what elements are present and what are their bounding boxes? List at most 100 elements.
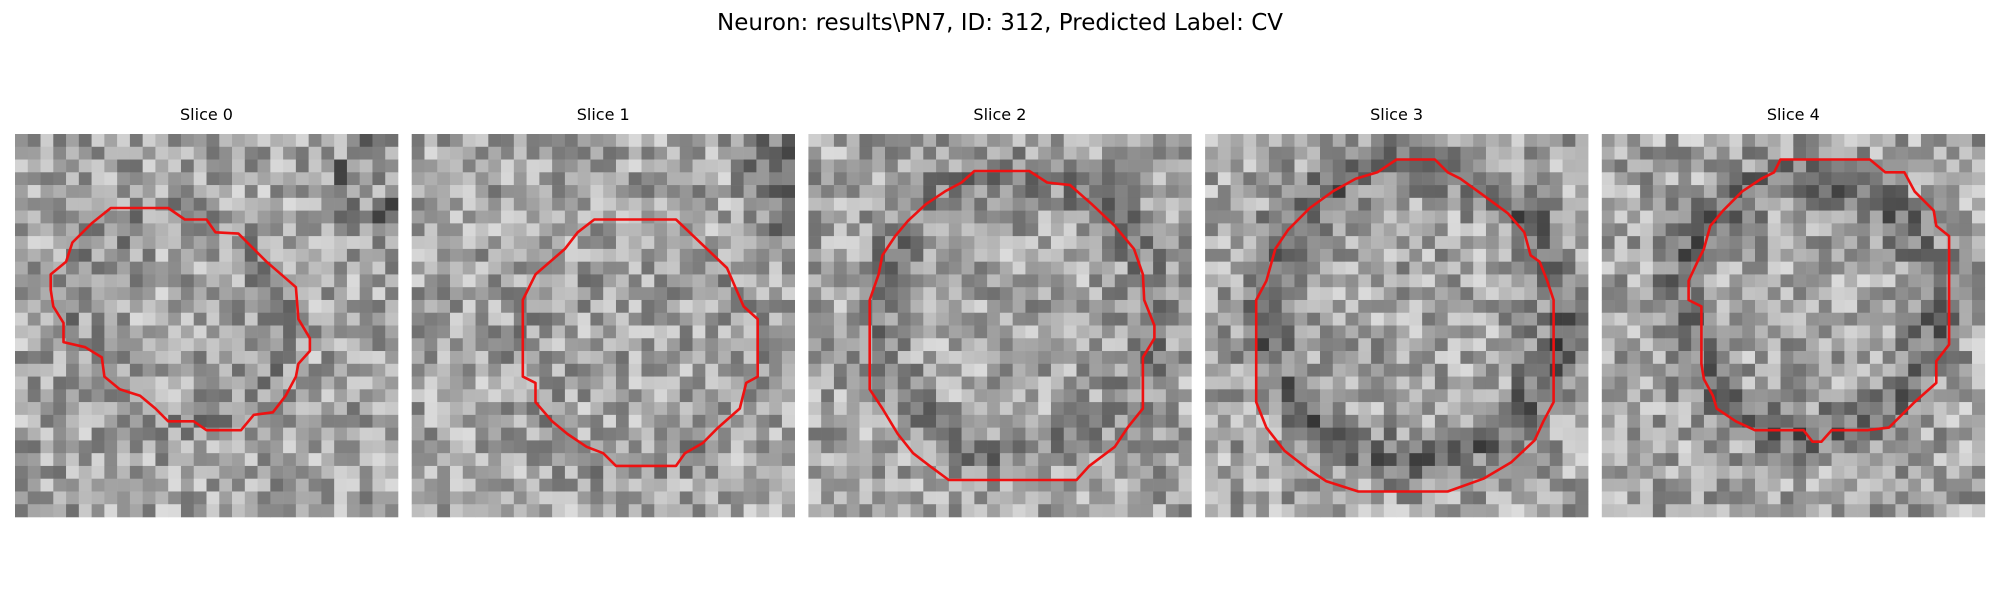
pixel <box>219 338 233 352</box>
pixel <box>1511 351 1525 365</box>
pixel <box>437 185 451 199</box>
pixel <box>897 185 911 199</box>
pixel <box>1793 453 1807 467</box>
pixel <box>244 274 258 288</box>
pixel <box>730 146 744 160</box>
pixel <box>1473 134 1487 148</box>
pixel <box>40 197 54 211</box>
pixel <box>743 491 757 505</box>
pixel <box>424 236 438 250</box>
pixel <box>897 491 911 505</box>
pixel <box>27 414 41 428</box>
pixel <box>385 146 399 160</box>
pixel <box>730 504 744 518</box>
pixel <box>1460 363 1474 377</box>
pixel <box>206 185 220 199</box>
pixel <box>168 261 182 275</box>
pixel <box>1307 427 1321 441</box>
pixel <box>1230 172 1244 186</box>
pixel <box>628 440 642 454</box>
pixel <box>15 261 29 275</box>
pixel <box>1652 210 1666 224</box>
pixel <box>308 312 322 326</box>
pixel <box>206 210 220 224</box>
pixel <box>270 440 284 454</box>
pixel <box>1332 197 1346 211</box>
pixel <box>1652 248 1666 262</box>
pixel <box>1332 376 1346 390</box>
pixel <box>1127 465 1141 479</box>
pixel <box>1729 134 1743 148</box>
pixel <box>1294 363 1308 377</box>
pixel <box>1627 504 1641 518</box>
pixel <box>1882 427 1896 441</box>
pixel <box>1217 172 1231 186</box>
pixel <box>142 159 156 173</box>
pixel <box>1818 325 1832 339</box>
pixel <box>450 440 464 454</box>
pixel <box>1127 134 1141 148</box>
pixel <box>206 491 220 505</box>
pixel <box>1063 146 1077 160</box>
pixel <box>1447 389 1461 403</box>
pixel <box>1716 465 1730 479</box>
pixel <box>180 465 195 479</box>
pixel <box>1703 453 1717 467</box>
pixel <box>411 146 425 160</box>
pixel <box>1831 172 1845 186</box>
pixel <box>117 134 131 148</box>
pixel <box>1665 312 1679 326</box>
pixel <box>936 491 950 505</box>
pixel <box>999 134 1013 148</box>
pixel <box>15 363 29 377</box>
pixel <box>193 146 207 160</box>
pixel <box>999 465 1013 479</box>
pixel <box>1857 491 1871 505</box>
pixel <box>1268 504 1282 518</box>
pixel <box>846 146 860 160</box>
pixel <box>1434 134 1448 148</box>
pixel <box>257 172 271 186</box>
pixel <box>295 261 309 275</box>
pixel <box>1755 287 1769 301</box>
pixel <box>1485 312 1500 326</box>
pixel <box>1780 223 1794 237</box>
pixel <box>1025 287 1039 301</box>
pixel <box>66 414 80 428</box>
pixel <box>1524 504 1538 518</box>
pixel <box>1524 338 1538 352</box>
pixel <box>1076 389 1090 403</box>
pixel <box>1178 478 1192 492</box>
pixel <box>1205 299 1219 314</box>
pixel <box>718 134 732 148</box>
pixel <box>961 223 975 237</box>
pixel <box>1025 414 1039 428</box>
pixel <box>1511 312 1525 326</box>
pixel <box>1153 504 1167 518</box>
pixel <box>1575 453 1589 467</box>
pixel <box>450 261 464 275</box>
pixel <box>1217 223 1231 237</box>
pixel <box>1908 453 1922 467</box>
pixel <box>1767 236 1781 250</box>
pixel <box>1409 351 1423 365</box>
pixel <box>437 134 451 148</box>
pixel <box>1371 172 1385 186</box>
pixel <box>679 287 693 301</box>
pixel <box>1358 274 1372 288</box>
pixel <box>769 312 783 326</box>
pixel <box>1869 274 1883 288</box>
pixel <box>1895 134 1909 148</box>
pixel <box>1050 465 1065 479</box>
pixel <box>692 274 706 288</box>
pixel <box>590 338 604 352</box>
pixel <box>104 299 118 314</box>
pixel <box>846 504 860 518</box>
pixel <box>1243 287 1257 301</box>
pixel <box>1089 197 1103 211</box>
pixel <box>1575 236 1589 250</box>
pixel <box>385 478 399 492</box>
pixel <box>628 197 642 211</box>
pixel <box>142 299 156 314</box>
pixel <box>1422 210 1436 224</box>
